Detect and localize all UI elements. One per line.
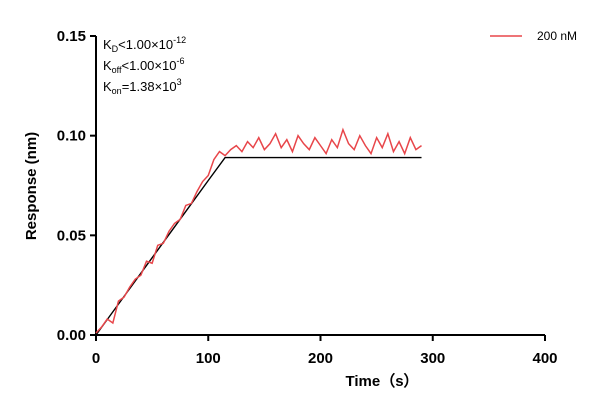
annotation-text: =1.38×10 bbox=[122, 79, 177, 94]
y-tick-label: 0.10 bbox=[57, 128, 86, 145]
series-line bbox=[95, 127, 422, 334]
annotation-text: <1.00×10 bbox=[118, 37, 173, 52]
legend-label: 200 nM bbox=[537, 29, 577, 43]
x-tick-label: 400 bbox=[532, 350, 557, 367]
annotation-text: <1.00×10 bbox=[122, 58, 177, 73]
y-tick-label: 0.15 bbox=[57, 28, 86, 45]
fit-line bbox=[95, 156, 422, 336]
annotation: Koff<1.00×10-6 bbox=[103, 56, 184, 75]
x-axis-label: Time（s） bbox=[345, 372, 418, 390]
annotation-subscript: off bbox=[112, 65, 122, 75]
y-tick-label: 0.00 bbox=[57, 327, 86, 344]
y-tick-label: 0.05 bbox=[57, 227, 86, 244]
x-tick-label: 300 bbox=[420, 350, 445, 367]
annotation-subscript: on bbox=[112, 86, 122, 96]
annotation-subscript: D bbox=[112, 44, 119, 54]
annotation-superscript: -12 bbox=[173, 35, 186, 45]
annotations: KD<1.00×10-12 Koff<1.00×10-6 Kon=1.38×10… bbox=[103, 35, 186, 96]
y-axis-label: Response (nm) bbox=[23, 132, 40, 240]
annotation: KD<1.00×10-12 bbox=[103, 35, 186, 54]
annotation-symbol: K bbox=[103, 79, 112, 94]
annotation-symbol: K bbox=[103, 58, 112, 73]
x-tick-label: 200 bbox=[308, 350, 333, 367]
annotation-symbol: K bbox=[103, 37, 112, 52]
annotation: Kon=1.38×103 bbox=[103, 77, 182, 96]
x-tick-label: 0 bbox=[92, 350, 100, 367]
x-tick-label: 100 bbox=[196, 350, 221, 367]
annotation-superscript: 3 bbox=[177, 77, 182, 87]
annotation-superscript: -6 bbox=[176, 56, 184, 66]
